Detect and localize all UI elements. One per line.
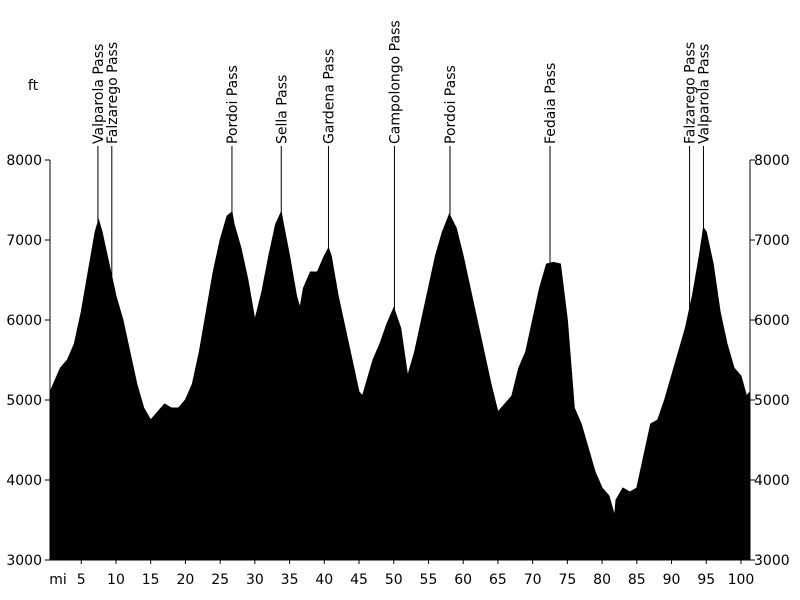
y-tick-label-left: 4000 bbox=[6, 473, 42, 489]
pass-label: Pordoi Pass bbox=[443, 65, 459, 144]
x-tick-label: 10 bbox=[107, 572, 125, 588]
x-tick-label: 45 bbox=[350, 572, 368, 588]
y-unit-label: ft bbox=[28, 78, 39, 94]
y-tick-label-right: 7000 bbox=[754, 233, 790, 249]
y-tick-label-left: 5000 bbox=[6, 393, 42, 409]
y-tick-label-right: 5000 bbox=[754, 393, 790, 409]
pass-label: Falzarego Pass bbox=[105, 42, 121, 144]
y-tick-label-right: 8000 bbox=[754, 153, 790, 169]
pass-label: Valparola Pass bbox=[91, 44, 107, 144]
x-tick-label: 80 bbox=[593, 572, 611, 588]
pass-label: Gardena Pass bbox=[321, 49, 337, 144]
elevation-area bbox=[49, 210, 751, 561]
y-tick-label-left: 3000 bbox=[6, 553, 42, 569]
pass-label: Pordoi Pass bbox=[225, 65, 241, 144]
y-tick-label-left: 8000 bbox=[6, 153, 42, 169]
x-unit-label: mi bbox=[49, 572, 67, 588]
x-tick-label: 65 bbox=[489, 572, 507, 588]
x-tick-label: 75 bbox=[558, 572, 576, 588]
x-tick-label: 90 bbox=[663, 572, 681, 588]
y-tick-label-right: 3000 bbox=[754, 553, 790, 569]
x-tick-label: 55 bbox=[420, 572, 438, 588]
x-tick-label: 100 bbox=[728, 572, 755, 588]
pass-label: Sella Pass bbox=[274, 75, 290, 144]
x-tick-label: 30 bbox=[246, 572, 264, 588]
pass-label: Campolongo Pass bbox=[387, 20, 403, 144]
pass-label: Valparola Pass bbox=[696, 44, 712, 144]
y-tick-label-right: 6000 bbox=[754, 313, 790, 329]
x-tick-label: 40 bbox=[315, 572, 333, 588]
y-tick-label-left: 7000 bbox=[6, 233, 42, 249]
y-tick-label-left: 6000 bbox=[6, 313, 42, 329]
x-tick-label: 85 bbox=[628, 572, 646, 588]
pass-label: Falzarego Pass bbox=[683, 42, 699, 144]
x-tick-label: 95 bbox=[697, 572, 715, 588]
x-tick-label: 25 bbox=[211, 572, 229, 588]
x-tick-label: 70 bbox=[524, 572, 542, 588]
x-tick-label: 20 bbox=[177, 572, 195, 588]
x-tick-label: 50 bbox=[385, 572, 403, 588]
x-tick-label: 35 bbox=[281, 572, 299, 588]
y-tick-label-right: 4000 bbox=[754, 473, 790, 489]
x-tick-label: 5 bbox=[77, 572, 86, 588]
x-tick-label: 60 bbox=[454, 572, 472, 588]
pass-label: Fedaia Pass bbox=[543, 63, 559, 144]
x-tick-label: 15 bbox=[142, 572, 160, 588]
